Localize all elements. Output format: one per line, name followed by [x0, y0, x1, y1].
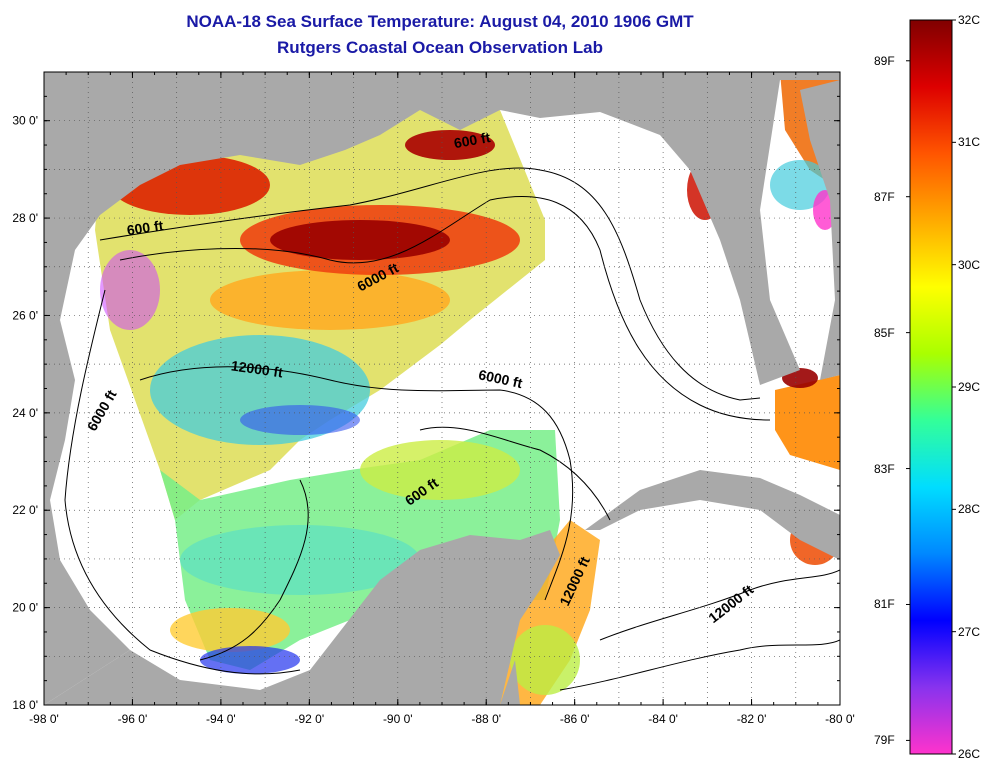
colorbar-celsius-label: 32C: [958, 13, 981, 27]
x-tick-label: -90 0': [383, 712, 413, 726]
contour-label: 600 ft: [453, 129, 492, 151]
land-masses: [44, 72, 840, 705]
x-tick-label: -96 0': [118, 712, 148, 726]
colorbar-celsius-label: 28C: [958, 502, 981, 517]
contour-12000ft-caribbean: [599, 569, 840, 641]
contour-caribbean-deep: [559, 639, 840, 691]
colorbar-celsius-label: 29C: [958, 380, 981, 394]
graticule: [44, 72, 840, 705]
contour-label: 12000 ft: [230, 357, 284, 380]
contour-600ft-shelf: [199, 479, 309, 661]
colorbar-fahrenheit-label: 81F: [874, 597, 895, 612]
y-tick-label: 24 0': [12, 406, 38, 420]
x-tick-label: -88 0': [471, 712, 501, 726]
contour-600ft-yucatan: [419, 426, 611, 521]
map-subtitle: Rutgers Coastal Ocean Observation Lab: [277, 38, 603, 57]
x-tick-label: -92 0': [295, 712, 325, 726]
y-tick-label: 18 0': [12, 698, 38, 712]
colorbar-celsius-label: 27C: [958, 624, 981, 639]
colorbar-fahrenheit-label: 79F: [874, 733, 895, 748]
x-tick-label: -86 0': [560, 712, 590, 726]
colorbar-fahrenheit-label: 89F: [874, 53, 895, 68]
y-tick-label: 22 0': [12, 503, 38, 517]
x-tick-label: -84 0': [648, 712, 678, 726]
colorbar-fahrenheit-label: 83F: [874, 461, 895, 476]
colorbar-celsius-label: 30C: [958, 257, 981, 272]
contour-6000ft-west: [64, 289, 301, 675]
y-tick-label: 20 0': [12, 601, 38, 615]
contour-12000ft: [139, 366, 574, 601]
colorbar-celsius-label: 31C: [958, 135, 981, 150]
y-tick-label: 26 0': [12, 308, 38, 322]
colorbar: [909, 19, 953, 755]
x-tick-label: -94 0': [206, 712, 236, 726]
contour-6000ft: [119, 196, 771, 421]
colorbar-fahrenheit-label: 85F: [874, 325, 895, 340]
colorbar-fahrenheit-label: 87F: [874, 189, 895, 204]
y-tick-label: 28 0': [12, 211, 38, 225]
colorbar-celsius-label: 26C: [958, 747, 981, 761]
y-tick-label: 30 0': [12, 114, 38, 128]
x-tick-label: -98 0': [29, 712, 59, 726]
map-title: NOAA-18 Sea Surface Temperature: August …: [186, 12, 694, 31]
contour-label: 600 ft: [126, 217, 165, 238]
x-tick-label: -80 0': [825, 712, 855, 726]
x-tick-label: -82 0': [737, 712, 767, 726]
